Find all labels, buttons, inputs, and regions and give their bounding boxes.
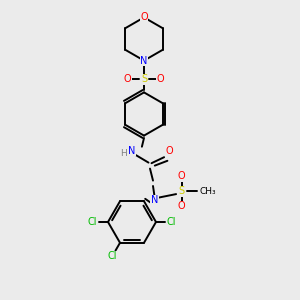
Text: CH₃: CH₃	[200, 187, 216, 196]
Text: H: H	[120, 149, 126, 158]
Text: O: O	[124, 74, 131, 84]
Text: O: O	[178, 201, 185, 211]
Text: S: S	[141, 74, 147, 84]
Text: O: O	[157, 74, 164, 84]
Text: N: N	[128, 146, 136, 156]
Text: Cl: Cl	[107, 251, 117, 261]
Text: O: O	[166, 146, 173, 157]
Text: N: N	[151, 195, 158, 205]
Text: N: N	[140, 56, 148, 66]
Text: S: S	[178, 186, 184, 196]
Text: O: O	[140, 12, 148, 22]
Text: Cl: Cl	[88, 217, 97, 227]
Text: O: O	[178, 171, 185, 181]
Text: Cl: Cl	[167, 217, 176, 227]
